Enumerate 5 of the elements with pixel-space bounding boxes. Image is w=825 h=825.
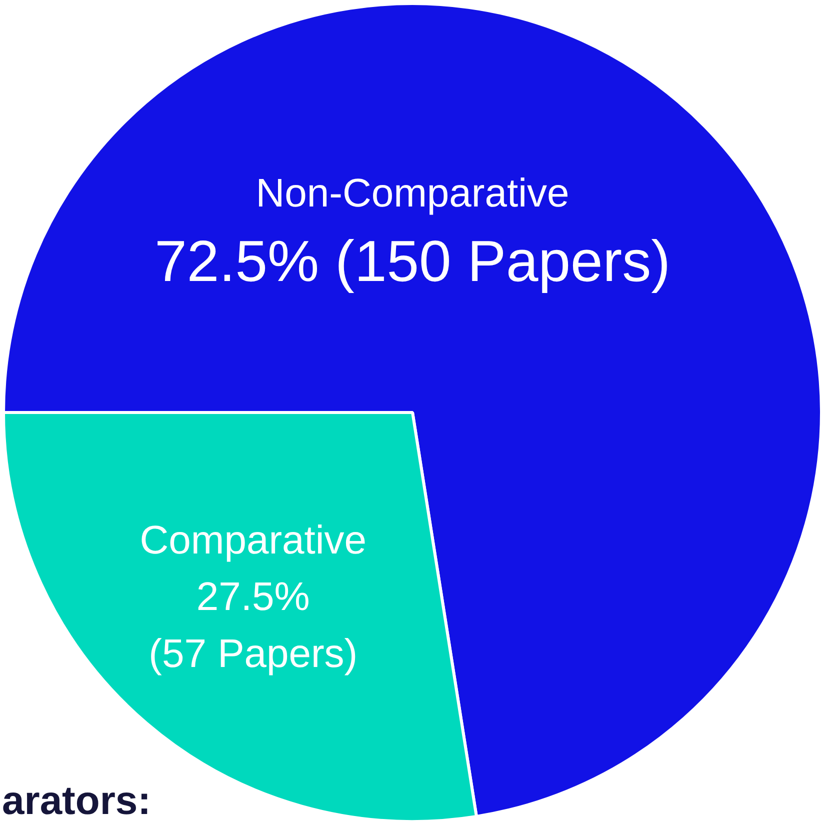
slice-label: Comparative: [140, 518, 367, 562]
data-label: 72.5% (150 Papers): [154, 229, 670, 294]
slice-label: Non-Comparative: [256, 171, 570, 216]
text: arators:: [2, 779, 151, 824]
data-label: 27.5% (57 Papers): [148, 575, 358, 676]
